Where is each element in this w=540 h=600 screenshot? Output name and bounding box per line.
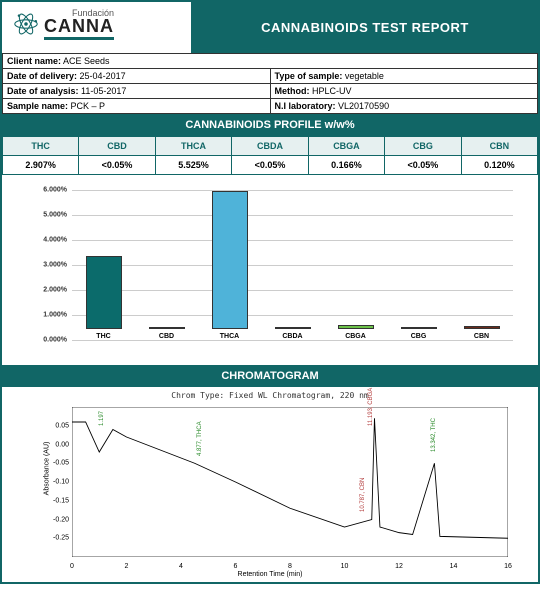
chrom-xtick: 4 <box>179 563 183 570</box>
report-title: CANNABINOIDS TEST REPORT <box>192 2 538 53</box>
bar-label-thca: THCA <box>220 333 239 340</box>
chrom-ytick: -0.15 <box>47 497 69 504</box>
brand-logo: Fundación CANNA <box>12 8 181 40</box>
chrom-xtick: 10 <box>341 563 349 570</box>
client-label: Client name: <box>7 56 61 66</box>
profile-col-cbd: CBD <box>79 137 156 156</box>
profile-val-cbda: <0.05% <box>232 156 309 175</box>
chrom-ytick: -0.05 <box>47 460 69 467</box>
peak-label: 10.787, CBN <box>360 478 366 512</box>
chrom-xtick: 8 <box>288 563 292 570</box>
delivery-label: Date of delivery: <box>7 71 77 81</box>
peak-label: 4.877, THCA <box>197 421 203 456</box>
delivery-value: 25-04-2017 <box>80 71 126 81</box>
chrom-xtick: 2 <box>125 563 129 570</box>
client-value: ACE Seeds <box>63 56 110 66</box>
profile-col-thca: THCA <box>155 137 231 156</box>
brand-name: CANNA <box>44 16 114 37</box>
report-header: Fundación CANNA CANNABINOIDS TEST REPORT <box>2 2 538 53</box>
bar-cbda <box>275 327 311 329</box>
chrom-xtick: 12 <box>395 563 403 570</box>
sampletype-value: vegetable <box>345 71 384 81</box>
chromatogram-subtitle: Chrom Type: Fixed WL Chromatogram, 220 n… <box>6 391 534 400</box>
peak-label: 13.342, THC <box>431 418 437 452</box>
method-label: Method: <box>275 86 310 96</box>
chrom-ylabel: Absorbance (AU) <box>43 441 50 495</box>
profile-col-cbda: CBDA <box>232 137 309 156</box>
peak-label: 11.193, CBGA <box>368 388 374 426</box>
chrom-xtick: 0 <box>70 563 74 570</box>
bar-cbd <box>149 327 185 329</box>
samplename-value: PCK – P <box>71 101 106 111</box>
lab-label: N.I laboratory: <box>275 101 336 111</box>
bar-label-cbn: CBN <box>474 333 489 340</box>
logo-cell: Fundación CANNA <box>2 2 192 53</box>
profile-val-cbd: <0.05% <box>79 156 156 175</box>
report-page: Fundación CANNA CANNABINOIDS TEST REPORT… <box>0 0 540 584</box>
profile-col-cbn: CBN <box>461 137 537 156</box>
bar-label-cbg: CBG <box>411 333 427 340</box>
profile-val-cbg: <0.05% <box>385 156 462 175</box>
bar-cbn <box>464 326 500 329</box>
chrom-ytick: 0.00 <box>47 441 69 448</box>
bar-label-cbd: CBD <box>159 333 174 340</box>
chrom-xtick: 6 <box>234 563 238 570</box>
chrom-ytick: -0.20 <box>47 516 69 523</box>
chromatogram: Chrom Type: Fixed WL Chromatogram, 220 n… <box>2 387 538 582</box>
analysis-value: 11-05-2017 <box>81 86 126 96</box>
profile-val-cbn: 0.120% <box>461 156 537 175</box>
profile-section-title: CANNABINOIDS PROFILE w/w% <box>2 114 538 136</box>
chromatogram-section-title: CHROMATOGRAM <box>2 365 538 387</box>
profile-val-thc: 2.907% <box>3 156 79 175</box>
peak-label: 1.197 <box>99 411 105 426</box>
info-table: Client name: ACE Seeds Date of delivery:… <box>2 53 538 114</box>
bar-label-cbda: CBDA <box>282 333 302 340</box>
bar-cbg <box>401 327 437 329</box>
profile-table: THCCBDTHCACBDACBGACBGCBN 2.907%<0.05%5.5… <box>2 136 538 175</box>
method-value: HPLC-UV <box>312 86 352 96</box>
chrom-ytick: -0.10 <box>47 479 69 486</box>
chrom-xlabel: Retention Time (min) <box>238 571 303 578</box>
profile-val-cbga: 0.166% <box>308 156 384 175</box>
analysis-label: Date of analysis: <box>7 86 79 96</box>
bar-label-thc: THC <box>96 333 110 340</box>
chrom-ytick: 0.05 <box>47 422 69 429</box>
atom-icon <box>12 10 40 38</box>
chromatogram-trace <box>72 418 508 538</box>
profile-col-cbga: CBGA <box>308 137 384 156</box>
samplename-label: Sample name: <box>7 101 68 111</box>
chrom-xtick: 14 <box>450 563 458 570</box>
profile-col-thc: THC <box>3 137 79 156</box>
bar-cbga <box>338 325 374 329</box>
bar-thca <box>212 191 248 329</box>
profile-col-cbg: CBG <box>385 137 462 156</box>
chrom-ytick: -0.25 <box>47 535 69 542</box>
bar-label-cbga: CBGA <box>345 333 366 340</box>
bar-thc <box>86 256 122 329</box>
sampletype-label: Type of sample: <box>275 71 343 81</box>
profile-val-thca: 5.525% <box>155 156 231 175</box>
chrom-xtick: 16 <box>504 563 512 570</box>
bar-chart: THCCBDTHCACBDACBGACBGCBN 0.000%1.000%2.0… <box>2 175 538 365</box>
lab-value: VL20170590 <box>338 101 389 111</box>
